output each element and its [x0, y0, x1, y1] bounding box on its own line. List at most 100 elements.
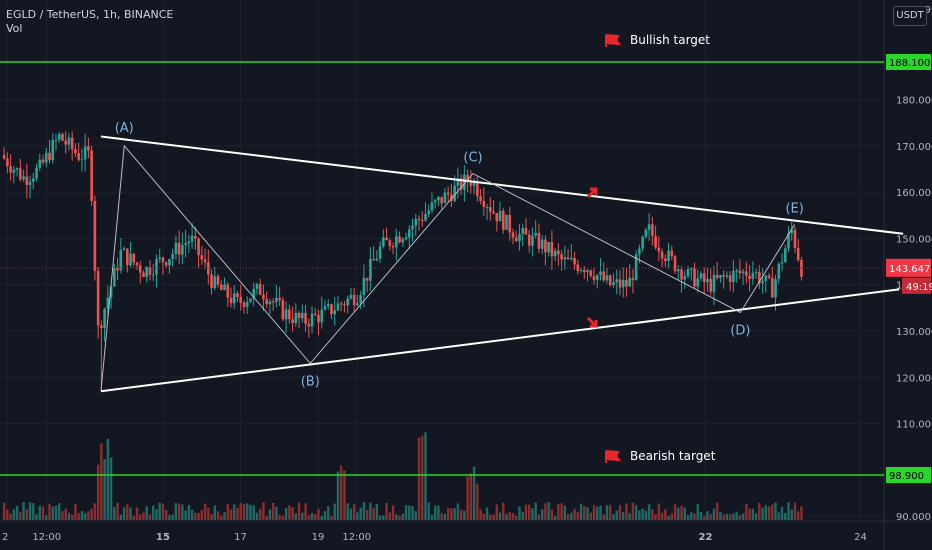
candle-body: [404, 237, 408, 240]
volume-bar: [200, 510, 204, 520]
volume-bar: [540, 509, 544, 520]
volume-bar: [297, 502, 301, 520]
volume-bar: [440, 512, 443, 520]
candle-body: [615, 279, 619, 283]
volume-bar: [472, 466, 476, 520]
flag-icon: [605, 34, 622, 47]
candle-body: [132, 253, 136, 263]
volume-bar: [709, 513, 712, 520]
volume-bar: [489, 514, 492, 520]
candle-body: [48, 152, 51, 161]
candle-body: [599, 271, 602, 275]
volume-bar: [152, 505, 155, 520]
candle-body: [317, 314, 320, 323]
candle-body: [284, 309, 288, 320]
candle-body: [291, 319, 294, 324]
triangle-upper-line[interactable]: [100, 135, 904, 235]
volume-bar: [139, 514, 142, 520]
candle-body: [453, 185, 456, 201]
candle-body: [745, 271, 748, 276]
candle-body: [83, 146, 87, 160]
volume-bar: [725, 513, 729, 520]
volume-bar: [482, 513, 486, 520]
volume-bar: [521, 512, 524, 520]
candle-body: [492, 211, 495, 214]
candle-body: [135, 262, 139, 266]
volume-bar: [216, 511, 220, 520]
candle-body: [359, 295, 362, 304]
volume-bar: [417, 437, 421, 520]
candle-body: [268, 301, 272, 305]
candle-body: [586, 270, 589, 273]
elliott-wave-path[interactable]: [100, 144, 796, 392]
candle-body: [271, 301, 275, 303]
volume-bar: [181, 504, 184, 520]
candle-body: [119, 250, 123, 271]
volume-bar: [184, 510, 187, 520]
volume-bar: [502, 502, 505, 520]
volume-bar: [634, 505, 638, 520]
volume-bar: [12, 509, 16, 520]
candle-body: [693, 268, 696, 287]
candle-body: [761, 280, 764, 284]
candle-body: [200, 255, 204, 260]
volume-bar: [6, 509, 9, 520]
price-tick-label: 120.000: [896, 373, 932, 384]
volume-bar: [715, 502, 719, 520]
volume-bar: [164, 509, 168, 520]
volume-bar: [258, 508, 262, 520]
candle-body: [109, 286, 113, 298]
candle-body: [651, 224, 654, 236]
time-tick-label: 19: [312, 532, 325, 543]
current-price-tag: [886, 258, 931, 277]
volume-bar: [346, 503, 349, 520]
candle-body: [450, 194, 453, 201]
volume-bar: [168, 515, 171, 520]
volume-bar: [74, 503, 77, 520]
volume-bar: [660, 512, 664, 520]
volume-bar: [340, 465, 343, 520]
candle-body: [177, 242, 181, 255]
price-tick-label: 130.000: [896, 327, 932, 338]
volume-bar: [197, 512, 200, 520]
volume-bar: [236, 507, 239, 520]
candle-body: [553, 250, 557, 257]
candle-body: [15, 168, 19, 170]
candle-body: [667, 250, 670, 262]
volume-bar: [654, 514, 657, 520]
candle-body: [407, 229, 411, 238]
volume-bar: [515, 515, 518, 520]
volume-bar: [667, 515, 670, 520]
volume-bar: [148, 514, 152, 520]
volume-bar: [385, 502, 388, 520]
candle-body: [67, 137, 71, 145]
currency-button[interactable]: USDT: [893, 6, 927, 26]
volume-bar: [382, 515, 385, 520]
candle-body: [479, 196, 482, 201]
candle-body: [297, 312, 301, 319]
candle-body: [764, 275, 768, 281]
candle-body: [164, 262, 168, 266]
volume-bar: [508, 511, 511, 520]
candle-body: [194, 235, 197, 239]
volume-bar: [745, 504, 748, 520]
candle-body: [288, 309, 291, 320]
candle-body: [265, 299, 268, 305]
candle-body: [197, 238, 200, 256]
triangle-lower-line[interactable]: [100, 288, 900, 393]
volume-bar: [495, 504, 498, 520]
candle-body: [563, 257, 567, 260]
volume-bar: [754, 513, 758, 520]
price-tick-label: 170.000: [896, 142, 932, 153]
candle-body: [582, 269, 586, 273]
target-price-text: 98.900: [889, 471, 924, 482]
volume-bar: [330, 515, 333, 520]
volume-bar: [797, 511, 800, 520]
volume-bar: [625, 503, 628, 520]
candle-body: [382, 237, 385, 247]
volume-bar: [732, 513, 735, 520]
countdown-tag: [902, 277, 931, 294]
volume-bar: [262, 502, 265, 520]
